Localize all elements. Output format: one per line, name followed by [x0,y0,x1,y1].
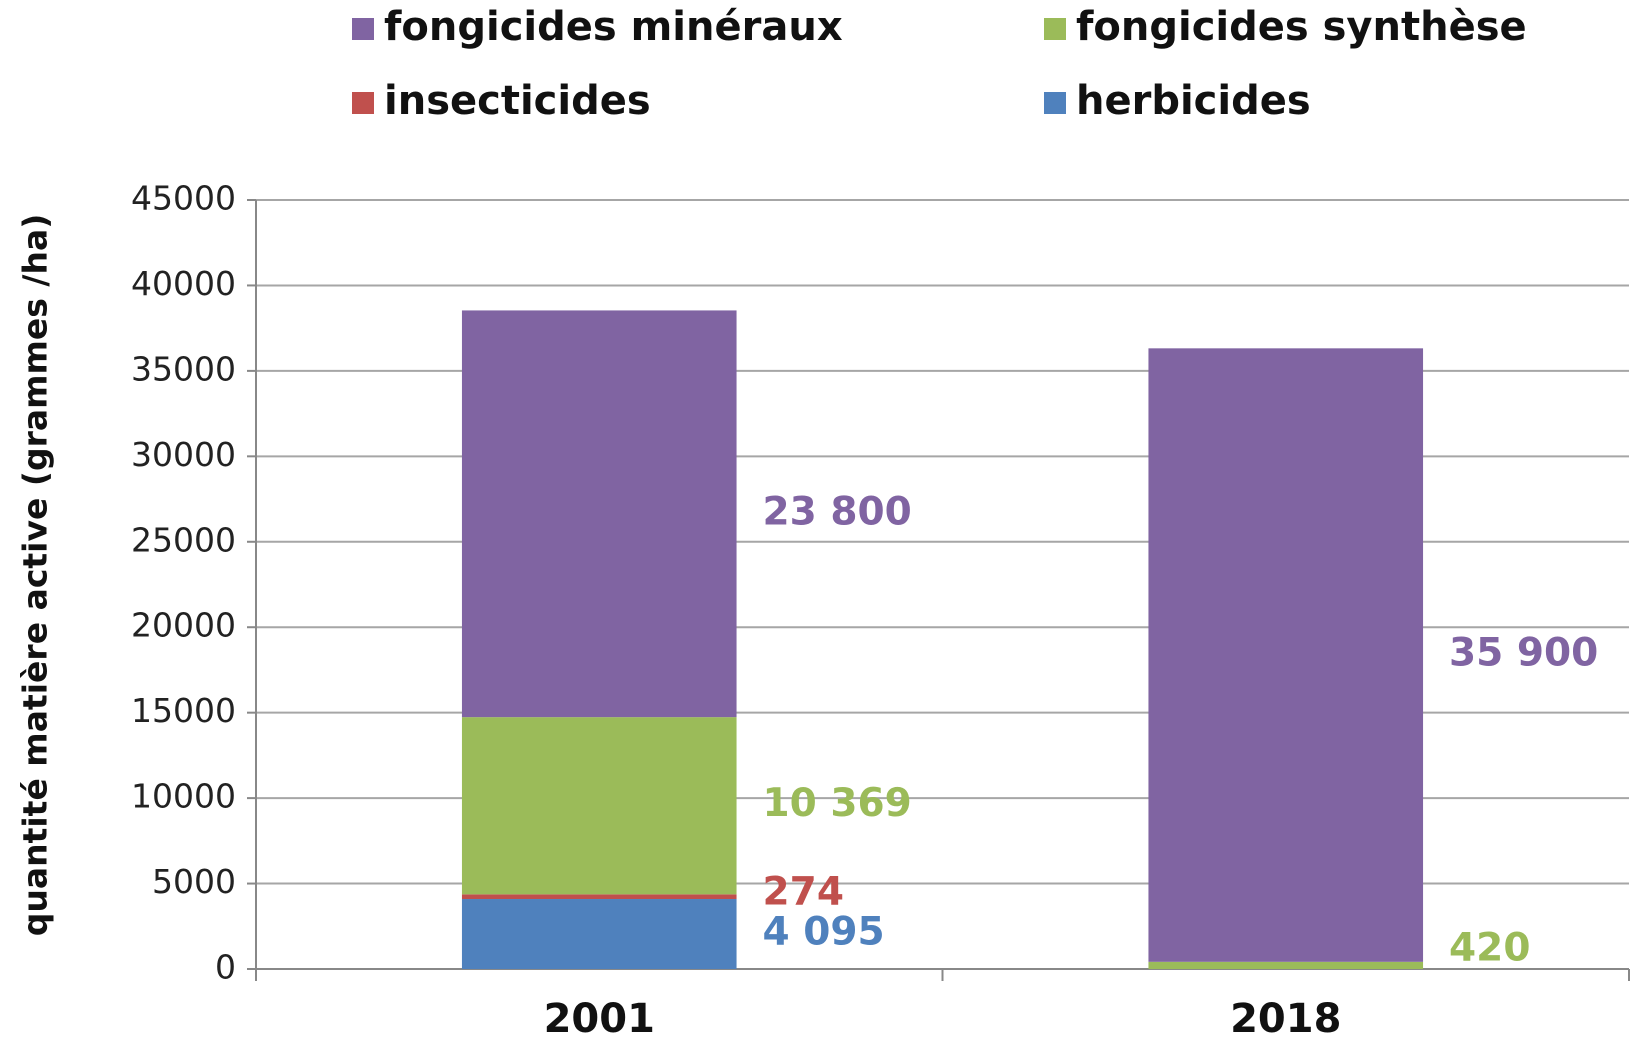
y-axis-label: quantité matière active (grammes /ha) [16,214,55,937]
bar-segment [461,310,737,718]
legend-label: insecticides [384,78,651,124]
legend-label: fongicides synthèse [1076,4,1527,50]
data-label: 274 [763,870,844,915]
x-tick-label: 2001 [544,996,655,1042]
bar-segment [461,899,737,969]
y-tick-label: 0 [215,948,236,987]
data-label: 420 [1449,926,1530,971]
legend-swatch [352,92,374,114]
y-tick-label: 35000 [131,349,236,388]
y-tick-label: 10000 [131,777,236,816]
legend-swatch [1044,18,1066,40]
data-label: 35 900 [1449,631,1598,676]
x-tick-label: 2018 [1230,996,1341,1042]
y-tick-label: 20000 [131,606,236,645]
legend-swatch [1044,92,1066,114]
legend-swatch [352,18,374,40]
y-tick-label: 40000 [131,264,236,303]
bar-segment [1148,961,1424,969]
y-tick-label: 30000 [131,435,236,474]
data-label: 4 095 [763,910,885,955]
y-tick-label: 45000 [131,179,236,218]
y-tick-label: 5000 [152,862,236,901]
legend-label: herbicides [1076,78,1311,124]
data-label: 10 369 [763,781,912,826]
y-tick-label: 15000 [131,691,236,730]
bar-segment [461,894,737,900]
y-tick-label: 25000 [131,520,236,559]
bar-segment [1148,348,1424,962]
legend-label: fongicides minéraux [384,4,843,50]
bar-segment [461,717,737,895]
data-label: 23 800 [763,489,912,534]
